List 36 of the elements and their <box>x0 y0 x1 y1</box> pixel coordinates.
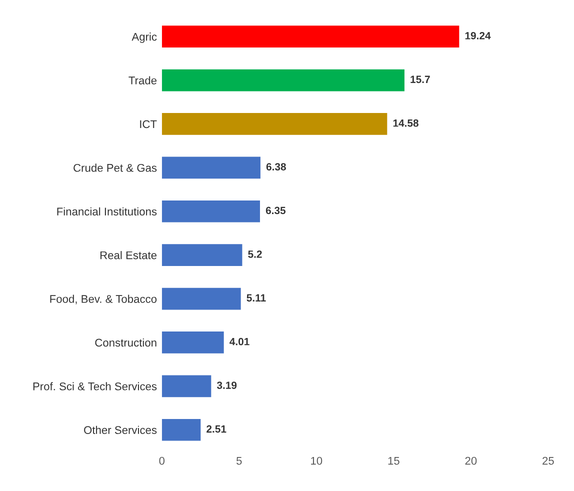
y-tick-label: ICT <box>140 120 157 128</box>
data-label: 4.01 <box>230 338 250 346</box>
bar <box>162 332 224 354</box>
y-tick-label: Trade <box>128 76 157 84</box>
x-tick-label: 5 <box>236 456 242 465</box>
data-label: 3.19 <box>216 382 237 389</box>
data-label: 6.38 <box>266 163 286 170</box>
y-tick-label: Construction <box>95 338 156 347</box>
x-tick-label: 15 <box>388 456 400 465</box>
y-tick-label: Other Services <box>84 426 157 434</box>
x-tick-label: 10 <box>311 456 322 465</box>
data-label: 6.35 <box>266 206 286 214</box>
y-tick-label: Agric <box>132 32 157 43</box>
bar <box>162 200 260 222</box>
bar <box>162 418 201 441</box>
x-tick-label: 25 <box>542 456 554 465</box>
y-tick-label: Real Estate <box>100 251 157 260</box>
y-tick-label: Prof. Sci & Tech Services <box>33 382 157 390</box>
bar <box>162 244 242 266</box>
bar <box>162 156 260 179</box>
data-label: 15.7 <box>410 76 430 84</box>
data-label: 5.11 <box>246 294 266 302</box>
bar <box>162 26 460 48</box>
bar <box>162 288 241 310</box>
y-tick-label: Financial Institutions <box>57 207 157 216</box>
bar <box>162 113 388 135</box>
y-tick-label: Crude Pet & Gas <box>74 164 157 172</box>
data-label: 14.58 <box>393 119 418 127</box>
data-label: 19.24 <box>465 32 491 40</box>
bar <box>162 69 404 92</box>
data-label: 2.51 <box>206 425 226 433</box>
data-label: 5.2 <box>248 250 262 258</box>
bar <box>162 375 212 398</box>
x-tick-label: 20 <box>465 456 477 465</box>
x-tick-label: 0 <box>159 456 165 465</box>
y-tick-label: Food, Bev. & Tobacco <box>50 294 157 304</box>
